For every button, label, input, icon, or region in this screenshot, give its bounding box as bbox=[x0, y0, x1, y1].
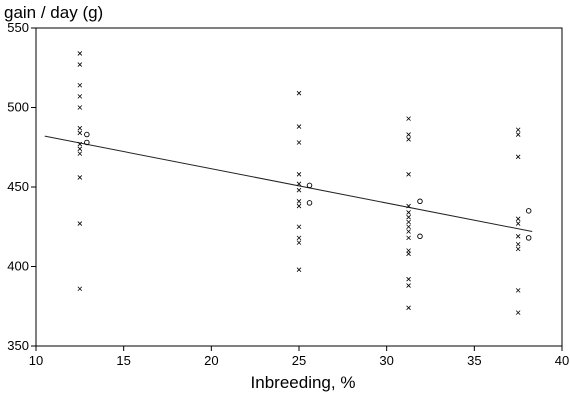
x-marker-point bbox=[77, 94, 83, 99]
y-axis-label: gain / day (g) bbox=[4, 3, 104, 22]
x-marker-point bbox=[406, 132, 411, 137]
circle-marker-point bbox=[306, 182, 313, 189]
x-marker-point bbox=[296, 199, 302, 204]
x-marker-point bbox=[515, 310, 521, 315]
x-marker-point bbox=[296, 90, 302, 96]
x-tick-label: 30 bbox=[379, 353, 393, 368]
x-marker-point bbox=[296, 235, 302, 241]
x-marker-point bbox=[77, 51, 83, 56]
plot-frame bbox=[35, 27, 563, 347]
x-marker-point bbox=[515, 132, 521, 137]
x-marker-point bbox=[296, 203, 302, 209]
x-marker-point bbox=[515, 246, 521, 252]
x-marker-point bbox=[515, 241, 521, 247]
x-marker-point bbox=[406, 214, 411, 220]
y-tick-label: 550 bbox=[7, 20, 29, 35]
x-marker-point bbox=[406, 203, 411, 209]
x-tick-label: 40 bbox=[555, 353, 569, 368]
x-marker-point bbox=[406, 283, 411, 288]
x-marker-point bbox=[77, 221, 83, 226]
x-tick-label: 35 bbox=[467, 353, 481, 368]
circle-marker-point bbox=[525, 235, 532, 241]
x-marker-point bbox=[296, 181, 302, 187]
x-marker-point bbox=[296, 171, 302, 177]
x-marker-point bbox=[77, 130, 83, 136]
x-marker-point bbox=[406, 137, 411, 142]
x-marker-point bbox=[406, 224, 411, 230]
circle-marker-point bbox=[84, 131, 90, 138]
x-marker-point bbox=[296, 187, 302, 193]
x-marker-point bbox=[515, 154, 521, 160]
x-marker-point bbox=[296, 224, 302, 230]
x-tick-label: 10 bbox=[29, 353, 43, 368]
y-tick-label: 450 bbox=[7, 179, 29, 194]
x-marker-point bbox=[515, 221, 521, 226]
x-marker-point bbox=[77, 125, 83, 131]
x-marker-point bbox=[296, 140, 302, 145]
x-marker-point bbox=[77, 175, 83, 180]
x-marker-point bbox=[406, 251, 411, 257]
x-marker-point bbox=[406, 210, 411, 215]
x-marker-point bbox=[406, 116, 411, 121]
x-marker-point bbox=[515, 234, 521, 239]
x-marker-point bbox=[406, 235, 411, 241]
x-marker-point bbox=[77, 141, 83, 147]
x-marker-point bbox=[406, 229, 411, 234]
regression-line bbox=[44, 135, 533, 233]
x-marker-point bbox=[515, 127, 521, 133]
x-marker-point bbox=[77, 62, 83, 67]
circle-marker-point bbox=[84, 139, 90, 146]
x-tick-label: 20 bbox=[204, 353, 218, 368]
x-marker-point bbox=[77, 105, 83, 110]
x-marker-point bbox=[296, 267, 302, 272]
circle-marker-point bbox=[417, 198, 423, 205]
x-marker-point bbox=[406, 171, 411, 177]
x-marker-point bbox=[77, 146, 83, 152]
x-marker-point bbox=[77, 82, 83, 88]
x-marker-point bbox=[406, 305, 411, 311]
circle-marker-point bbox=[525, 208, 532, 214]
x-marker-point bbox=[515, 216, 521, 222]
x-tick-label: 25 bbox=[292, 353, 306, 368]
x-marker-point bbox=[77, 286, 83, 292]
x-marker-point bbox=[296, 124, 302, 129]
x-marker-point bbox=[406, 276, 411, 282]
x-axis-label: Inbreeding, % bbox=[250, 373, 356, 392]
x-marker-point bbox=[77, 151, 83, 156]
circle-marker-point bbox=[417, 233, 423, 240]
x-marker-point bbox=[515, 288, 521, 293]
y-axis-ticks: 350 400 450 500 550 bbox=[7, 20, 36, 353]
circle-marker-point bbox=[306, 200, 313, 206]
data-points bbox=[77, 51, 532, 315]
x-axis-ticks: 10 15 20 25 30 35 40 bbox=[29, 346, 569, 368]
y-tick-label: 500 bbox=[7, 100, 29, 115]
x-marker-point bbox=[406, 219, 411, 225]
y-tick-label: 350 bbox=[7, 338, 29, 353]
y-tick-label: 400 bbox=[7, 259, 29, 274]
x-tick-label: 15 bbox=[116, 353, 130, 368]
x-marker-point bbox=[296, 240, 302, 245]
